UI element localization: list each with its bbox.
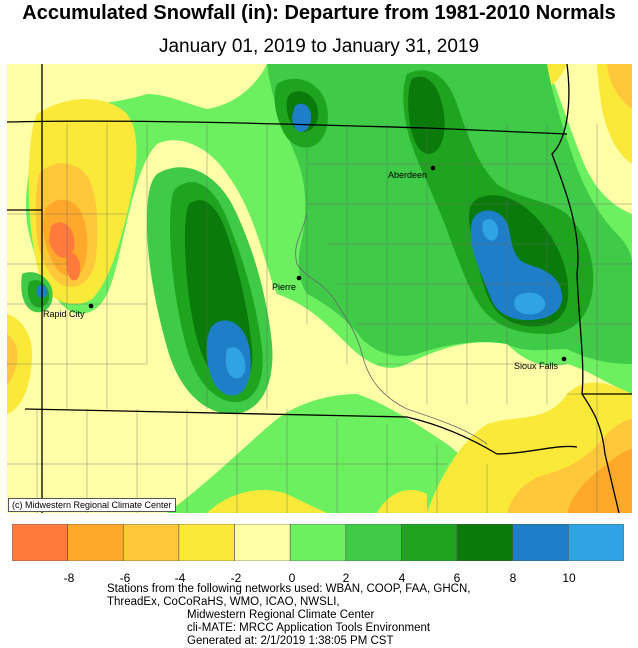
region-minus4-ne <box>607 64 632 109</box>
legend-tick: 8 <box>509 571 517 585</box>
legend-tick: -4 <box>174 571 186 585</box>
rapid-city-marker <box>88 303 94 309</box>
legend-swatch <box>67 524 124 561</box>
snowfall-departure-map <box>7 64 632 513</box>
legend-tick: -8 <box>63 571 75 585</box>
region-plus10-west <box>225 347 246 379</box>
footer-line: Stations from the following networks use… <box>107 583 471 595</box>
region-minus8-northwest <box>49 222 75 258</box>
legend-swatch <box>122 524 180 561</box>
region-minus2-south-east2 <box>377 490 427 513</box>
legend-tick: 6 <box>453 571 461 585</box>
map-canvas <box>7 64 632 513</box>
legend-tick: -6 <box>119 571 131 585</box>
sioux-falls-label: Sioux Falls <box>514 361 559 371</box>
legend-swatch <box>289 524 347 561</box>
region-near-normal-north <box>7 64 267 164</box>
legend-swatch <box>234 524 291 561</box>
sioux-falls-marker <box>561 356 567 362</box>
legend-bar <box>12 524 624 561</box>
legend-swatch <box>512 524 569 561</box>
region-minus8-northwest2 <box>66 252 81 281</box>
aberdeen-marker <box>430 165 436 171</box>
map-title: Accumulated Snowfall (in): Departure fro… <box>22 2 616 24</box>
legend-tick: 4 <box>398 571 406 585</box>
legend-tick: 0 <box>288 571 296 585</box>
region-plus10-east <box>482 218 499 241</box>
legend-swatch <box>456 524 514 561</box>
footer-line: cli-MATE: MRCC Application Tools Environ… <box>187 622 431 634</box>
state-boundaries <box>7 64 632 513</box>
legend-swatch <box>12 524 68 561</box>
map-subtitle: January 01, 2019 to January 31, 2019 <box>158 36 480 57</box>
legend-swatch <box>568 524 624 561</box>
missouri-river <box>295 213 488 445</box>
pierre-marker <box>296 275 302 281</box>
region-plus6-north-east <box>408 76 445 154</box>
footer-line: Generated at: 2/1/2019 1:38:05 PM CST <box>187 635 394 647</box>
legend-swatch <box>178 524 235 561</box>
pierre-label: Pierre <box>272 282 297 292</box>
legend-tick: 10 <box>562 571 576 585</box>
county-lines <box>7 124 632 513</box>
copyright-notice: (c) Midwestern Regional Climate Center <box>8 498 176 512</box>
legend-tick: 2 <box>342 571 350 585</box>
footer-line: Midwestern Regional Climate Center <box>187 609 375 621</box>
legend-swatch <box>345 524 402 561</box>
color-legend <box>12 524 624 561</box>
rapid-city-label: Rapid City <box>43 309 85 319</box>
region-plus10-east2 <box>514 292 546 315</box>
footer-line: ThreadEx, CoCoRaHS, WMO, ICAO, NWSLI, <box>107 596 340 608</box>
legend-swatch <box>401 524 458 561</box>
legend-tick: -2 <box>230 571 242 585</box>
region-minus4-west-edge <box>7 334 18 384</box>
aberdeen-label: Aberdeen <box>388 170 428 180</box>
